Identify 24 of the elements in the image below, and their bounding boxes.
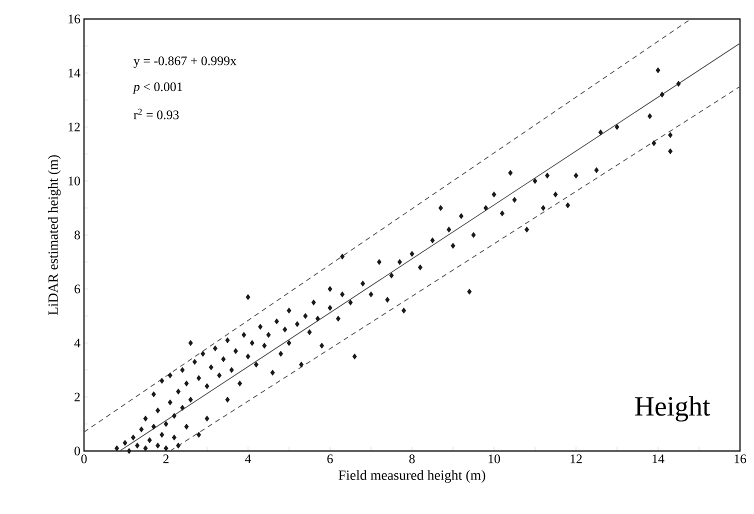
x-tick-label: 2 <box>163 454 169 464</box>
x-axis-title: Field measured height (m) <box>338 470 486 483</box>
x-tick-label: 14 <box>652 454 664 464</box>
x-tick-label: 0 <box>81 454 87 464</box>
annotation: p < 0.001 <box>132 82 182 94</box>
y-axis-title: LiDAR estimated height (m) <box>48 155 61 315</box>
annotation: Height <box>635 396 710 422</box>
y-tick-label: 8 <box>74 230 80 240</box>
y-tick-label: 2 <box>74 392 80 402</box>
x-tick-label: 12 <box>570 454 582 464</box>
x-tick-label: 10 <box>488 454 500 464</box>
y-tick-label: 16 <box>68 14 80 24</box>
y-tick-label: 4 <box>74 338 80 348</box>
y-tick-label: 14 <box>68 68 80 78</box>
y-tick-label: 6 <box>74 284 80 294</box>
y-tick-label: 0 <box>74 446 80 456</box>
y-tick-label: 10 <box>68 176 80 186</box>
x-tick-label: 16 <box>734 454 746 464</box>
x-tick-label: 4 <box>245 454 252 464</box>
x-tick-label: 8 <box>409 454 415 464</box>
annotation: y = -0.867 + 0.999x <box>134 56 236 68</box>
annotation: r$^{2}$ = 0.93 <box>134 108 179 120</box>
x-tick-label: 6 <box>327 454 333 464</box>
y-tick-label: 12 <box>68 122 80 132</box>
